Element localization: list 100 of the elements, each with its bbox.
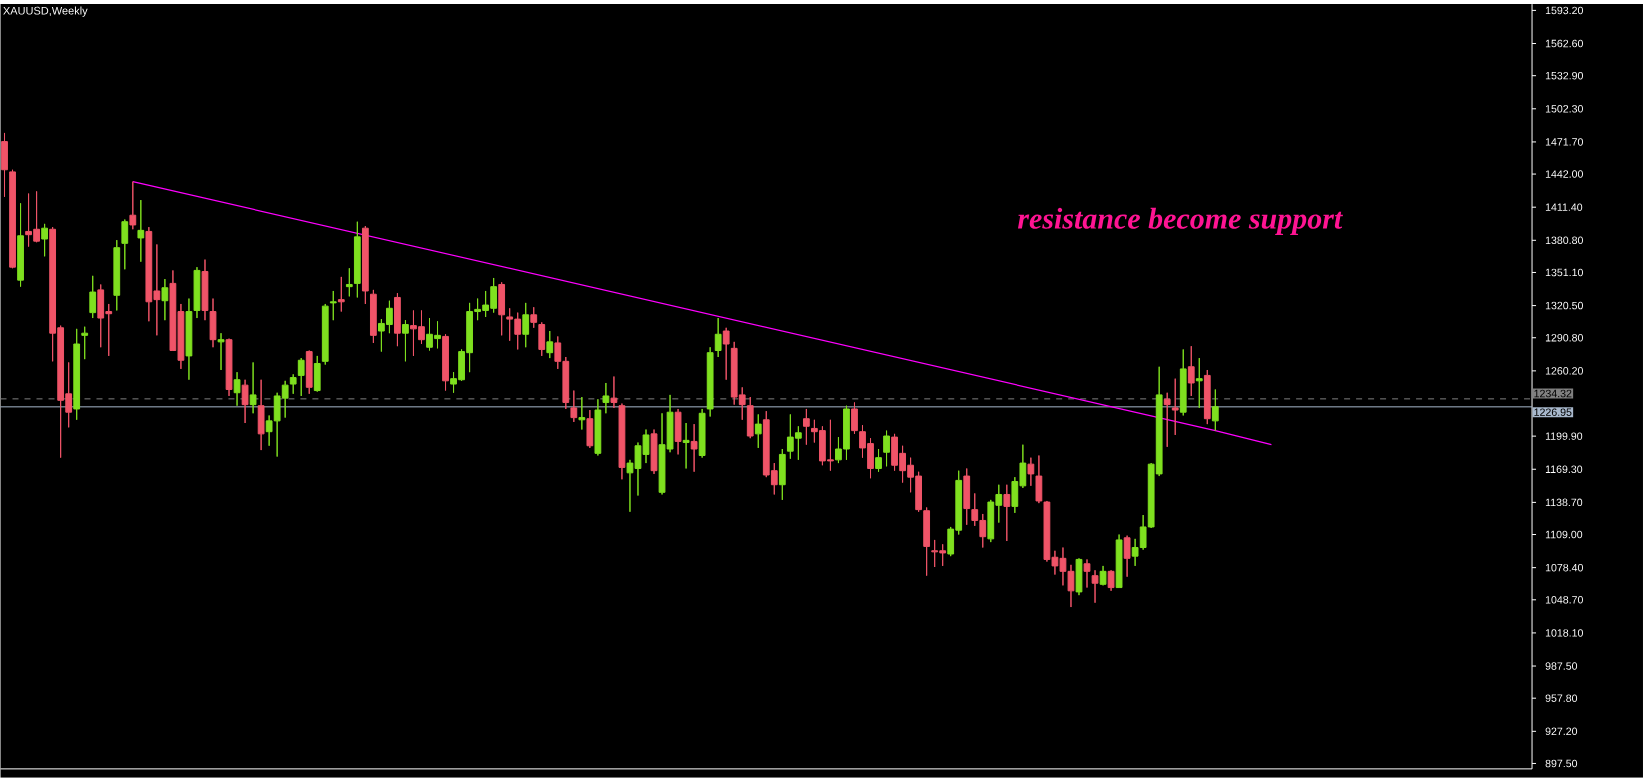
candlestick xyxy=(754,413,762,449)
chart-title: XAUUSD,Weekly xyxy=(3,6,88,17)
candlestick xyxy=(345,267,353,297)
candlestick xyxy=(241,379,249,424)
y-tick-label: 957.80 xyxy=(1545,694,1578,702)
candlestick xyxy=(161,278,169,321)
candlestick xyxy=(1187,345,1195,397)
candlestick xyxy=(1203,369,1211,425)
y-tick-label: 1018.10 xyxy=(1545,629,1583,637)
y-tick-label: 897.50 xyxy=(1545,759,1578,768)
candlestick xyxy=(137,199,145,263)
y-tick-label: 1048.70 xyxy=(1545,596,1583,604)
candlestick xyxy=(233,371,241,407)
candlestick xyxy=(89,275,97,319)
candlestick xyxy=(1115,534,1123,589)
candlestick xyxy=(313,355,321,393)
candlestick xyxy=(538,321,546,357)
candlestick xyxy=(249,361,257,414)
y-tick-label: 1138.70 xyxy=(1545,498,1583,507)
candlestick xyxy=(321,303,329,366)
candlestick xyxy=(289,373,297,395)
candlestick xyxy=(113,239,121,312)
y-tick-label: 1260.20 xyxy=(1545,367,1583,375)
y-tick-label: 1562.60 xyxy=(1545,39,1583,48)
candlestick xyxy=(851,402,858,435)
y-tick-label: 1199.90 xyxy=(1545,432,1583,440)
y-tick-label: 1320.50 xyxy=(1545,301,1583,310)
candlestick xyxy=(722,327,730,381)
candlestick xyxy=(498,281,506,336)
y-tick-label: 1411.40 xyxy=(1545,203,1583,211)
candlestick xyxy=(225,338,233,397)
candlestick xyxy=(714,317,722,358)
candlestick xyxy=(522,302,530,348)
candlestick xyxy=(530,306,538,329)
y-tick-label: 987.50 xyxy=(1545,662,1578,670)
y-tick-label: 1380.80 xyxy=(1545,236,1583,245)
candlestick xyxy=(1,132,8,198)
candlestick xyxy=(674,408,682,455)
candlestick xyxy=(41,223,49,257)
candlestick xyxy=(257,379,265,451)
candlestick xyxy=(746,396,754,439)
y-tick-label: 1078.40 xyxy=(1545,563,1583,572)
candlestick xyxy=(690,423,698,473)
candlestick xyxy=(402,319,409,362)
candlestick xyxy=(1099,565,1107,586)
candlestick xyxy=(1211,389,1219,432)
candlestick xyxy=(1171,378,1179,436)
y-tick-label: 1471.70 xyxy=(1545,138,1583,146)
candlestick xyxy=(442,333,449,392)
candlestick xyxy=(578,396,586,431)
candlestick xyxy=(963,468,971,526)
candlestick xyxy=(923,507,931,577)
candlestick xyxy=(81,326,89,360)
y-tick-label: 1502.30 xyxy=(1545,105,1583,113)
candlestick xyxy=(1027,457,1035,487)
candlestick xyxy=(706,346,714,418)
y-tick-label: 1109.00 xyxy=(1545,530,1583,539)
candlestick xyxy=(297,357,305,397)
y-tick-label: 1290.80 xyxy=(1545,334,1583,342)
candlestick xyxy=(394,292,401,347)
candlestick xyxy=(193,266,201,319)
y-tick-label: 1593.20 xyxy=(1545,6,1583,15)
candlestick xyxy=(329,290,337,321)
candlestick xyxy=(1107,569,1115,592)
candlestick xyxy=(17,202,24,288)
candlestick xyxy=(875,448,882,473)
candlestick xyxy=(802,408,810,446)
y-tick-label: 1169.30 xyxy=(1545,465,1583,474)
candlestick xyxy=(121,219,129,270)
candlestick xyxy=(698,408,706,459)
candlestick xyxy=(594,398,602,457)
candlestick xyxy=(586,409,594,449)
candlestick xyxy=(610,376,618,409)
candlestick xyxy=(361,225,369,305)
candlestick xyxy=(369,289,377,344)
y-tick-label: 927.20 xyxy=(1545,727,1578,736)
candlestick xyxy=(778,448,786,501)
candlestick xyxy=(650,429,658,475)
candlestick xyxy=(1091,569,1099,604)
y-tick-label: 1442.00 xyxy=(1545,170,1583,178)
candlestick xyxy=(1083,558,1091,589)
candlestick xyxy=(682,422,690,470)
annotation: resistance become support xyxy=(1017,207,1343,235)
y-tick-label: 1351.10 xyxy=(1545,268,1583,277)
candlestick xyxy=(618,403,626,480)
candlestick xyxy=(9,169,16,269)
candlestick xyxy=(883,430,890,467)
candlestick xyxy=(1179,348,1187,417)
candlestick xyxy=(353,221,361,299)
candlestick xyxy=(1075,557,1083,596)
candlestick xyxy=(305,350,313,395)
candlestick xyxy=(73,328,81,421)
candlestick xyxy=(337,276,345,313)
candlestick xyxy=(209,298,217,348)
candlestick xyxy=(570,390,578,423)
ref-line-label: 1226.95 xyxy=(1534,408,1572,417)
y-tick-label: 1532.90 xyxy=(1545,71,1583,80)
candlestick xyxy=(602,382,610,414)
candlestick xyxy=(546,330,554,359)
candlestick xyxy=(1163,392,1171,448)
